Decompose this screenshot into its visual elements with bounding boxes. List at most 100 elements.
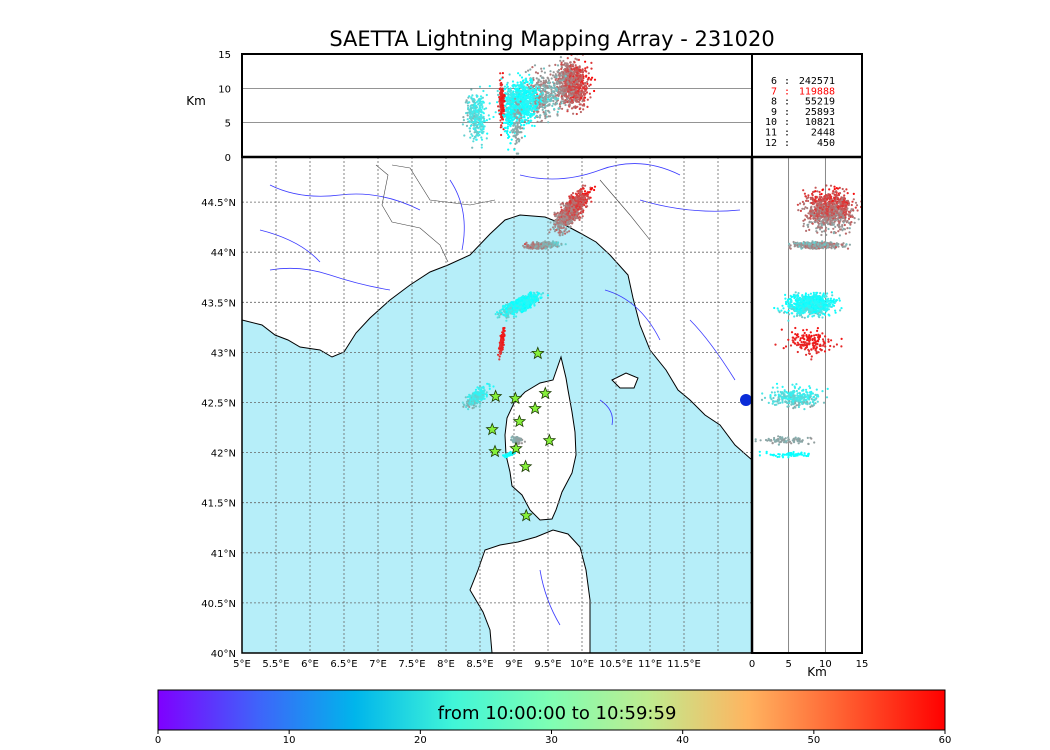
lon-alt-source-point <box>503 88 507 91</box>
lon-alt-source-point <box>589 78 592 81</box>
lon-alt-source-point <box>581 69 584 72</box>
lon-alt-source-point <box>496 89 499 93</box>
lon-alt-source-point <box>558 93 561 96</box>
station-star-marker <box>519 508 533 522</box>
map-source-point <box>511 435 514 438</box>
lon-alt-source-point <box>547 121 550 124</box>
lon-alt-source-point <box>575 74 578 77</box>
map-source-point <box>540 293 543 296</box>
map-source-point <box>502 454 505 457</box>
map-source-point <box>492 385 495 388</box>
lon-alt-source-point <box>503 85 506 88</box>
lon-alt-source-point <box>547 96 550 99</box>
map-source-point <box>575 205 578 208</box>
lon-alt-source-point <box>530 113 534 116</box>
lon-alt-source-point <box>530 108 533 111</box>
map-source-point <box>515 308 519 311</box>
map-source-point <box>548 231 551 234</box>
lon-alt-source-point <box>570 77 573 80</box>
lon-alt-source-point <box>549 86 552 89</box>
map-source-point <box>549 228 552 231</box>
lon-alt-source-point <box>588 92 592 95</box>
map-source-point <box>506 304 509 307</box>
lon-alt-source-point <box>500 110 503 113</box>
lon-alt-source-point <box>544 109 547 112</box>
lon-alt-source-point <box>574 105 577 108</box>
lon-alt-source-point <box>537 85 540 88</box>
lon-alt-source-point <box>540 70 543 73</box>
lon-alt-source-point <box>561 86 564 89</box>
map-source-point <box>527 302 530 305</box>
map-source-point <box>522 310 525 313</box>
map-source-point <box>524 245 527 248</box>
lon-alt-source-point <box>589 96 592 99</box>
lon-alt-source-point <box>559 105 562 108</box>
lon-alt-source-point <box>522 106 526 109</box>
map-source-point <box>533 293 537 296</box>
lon-alt-source-point <box>527 95 530 98</box>
lon-alt-source-point <box>518 93 521 96</box>
lon-alt-source-point <box>520 90 523 93</box>
map-source-point <box>510 439 513 442</box>
map-source-point <box>515 437 519 440</box>
map-source-point <box>473 391 476 394</box>
lon-alt-source-point <box>529 86 532 89</box>
map-source-point <box>515 315 518 318</box>
lon-alt-source-point <box>529 90 532 93</box>
map-source-point <box>500 348 503 352</box>
map-source-point <box>568 225 572 228</box>
lon-alt-source-point <box>506 111 509 114</box>
lon-alt-source-point <box>546 98 550 101</box>
lon-alt-source-point <box>572 84 575 87</box>
lon-alt-source-point <box>574 86 577 89</box>
map-source-point <box>504 456 507 459</box>
lon-alt-source-point <box>522 124 525 127</box>
map-source-point <box>526 245 529 248</box>
map-source-point <box>483 397 486 400</box>
map-source-point <box>465 405 468 409</box>
lon-alt-source-point <box>514 85 517 88</box>
map-source-point <box>536 299 540 302</box>
map-source-point <box>503 305 506 308</box>
lon-alt-source-point <box>525 92 528 95</box>
lon-alt-source-point <box>501 72 504 75</box>
lon-alt-source-point <box>564 93 568 96</box>
lon-alt-source-point <box>534 105 537 108</box>
lon-alt-source-point <box>509 88 512 91</box>
map-source-point <box>505 316 508 319</box>
map-source-point <box>506 314 510 317</box>
lon-alt-source-point <box>545 94 548 97</box>
map-source-point <box>517 438 520 441</box>
map-x-tick-label: 7.5°E <box>398 659 425 670</box>
lon-alt-source-point <box>571 96 575 99</box>
map-source-point <box>579 190 582 193</box>
map-source-point <box>572 212 576 215</box>
lon-alt-source-point <box>542 98 545 101</box>
map-source-point <box>556 221 559 224</box>
map-source-point <box>560 227 564 230</box>
map-source-point <box>485 391 488 394</box>
lon-alt-source-point <box>548 64 551 67</box>
map-source-point <box>579 197 582 200</box>
lon-alt-source-point <box>526 83 529 86</box>
map-source-point <box>575 198 578 201</box>
lon-alt-source-point <box>575 100 578 103</box>
lon-alt-source-point <box>576 58 579 61</box>
lon-alt-source-point <box>498 79 501 82</box>
lon-alt-source-point <box>553 87 557 90</box>
map-source-point <box>542 243 545 246</box>
lon-alt-source-point <box>558 73 561 76</box>
map-source-point <box>537 243 540 246</box>
river-line <box>599 399 613 426</box>
lon-alt-source-point <box>480 146 483 149</box>
lon-alt-source-point <box>566 97 569 100</box>
map-source-point <box>576 217 579 220</box>
lon-alt-source-point <box>529 101 532 104</box>
lon-alt-source-point <box>521 94 525 97</box>
lon-alt-source-point <box>553 107 556 111</box>
lon-alt-source-point <box>561 76 564 79</box>
lon-alt-source-point <box>573 73 576 76</box>
station-star-marker <box>531 346 545 360</box>
lon-alt-source-point <box>562 59 565 63</box>
map-source-point <box>563 217 566 220</box>
